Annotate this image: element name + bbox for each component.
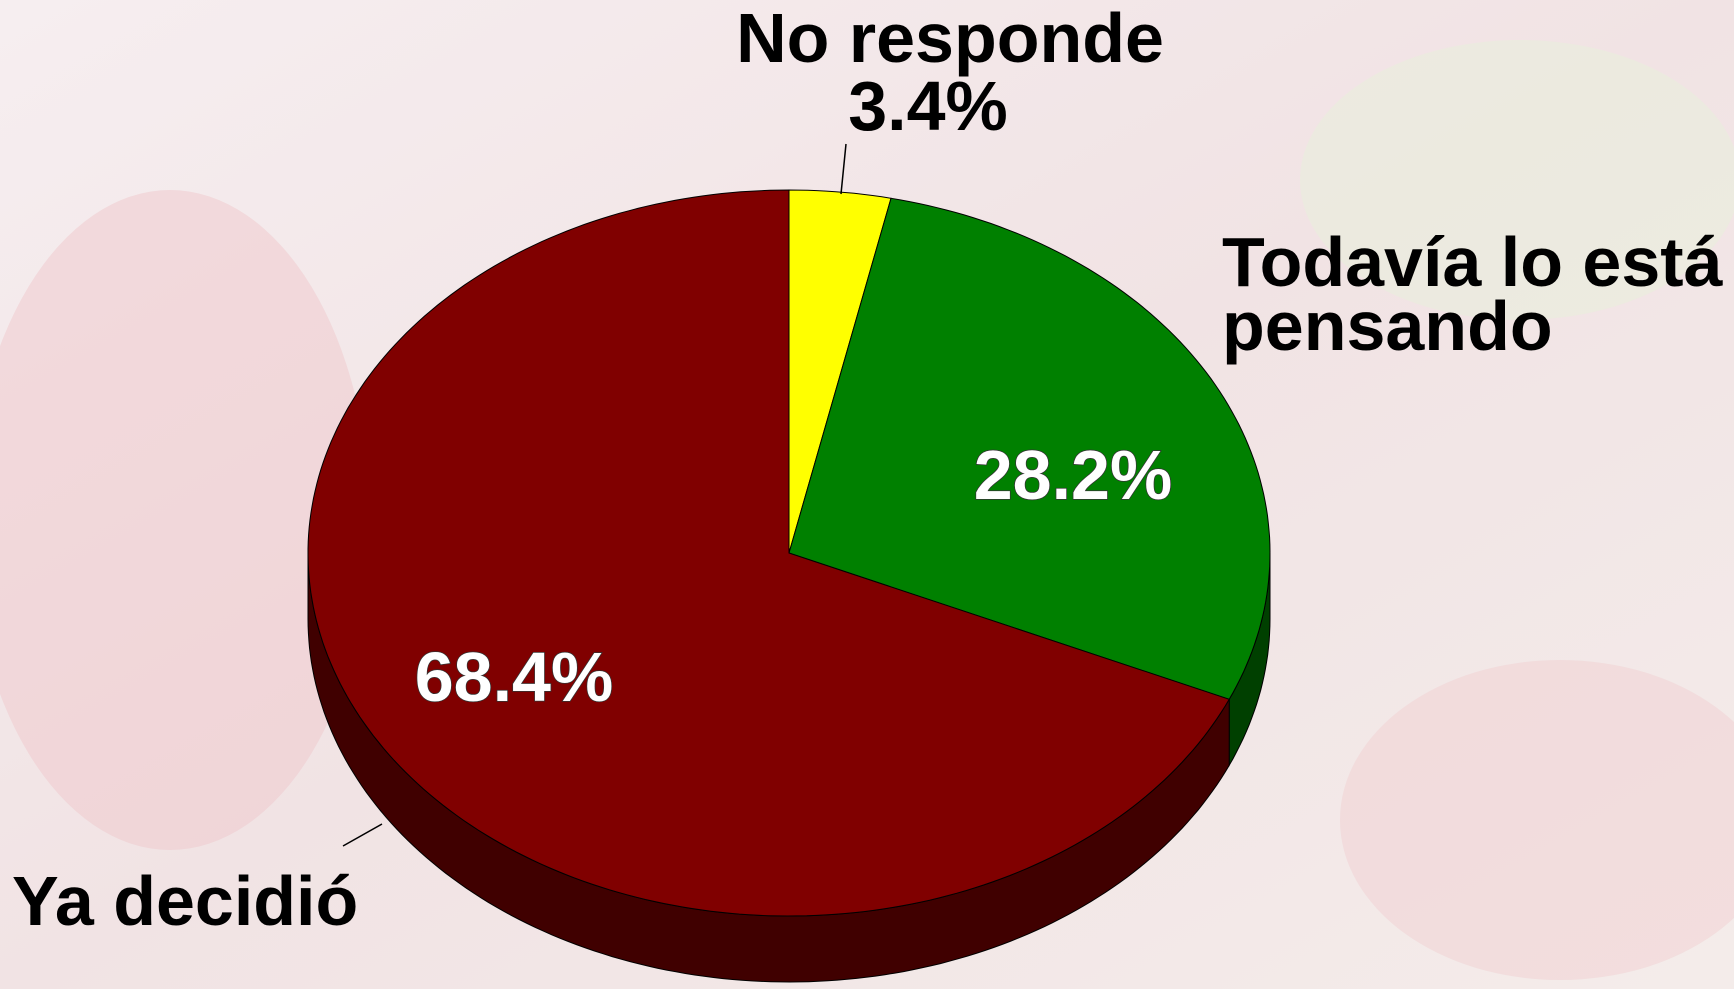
leader-line — [840, 143, 847, 195]
slice — [788, 189, 892, 554]
slice — [788, 197, 1271, 700]
slice-label: Ya decidió — [12, 862, 358, 940]
slice-value-label: 3.4% — [848, 67, 1008, 145]
slice-label: Todavía lo está pensando — [1222, 230, 1723, 365]
background-shape — [1300, 40, 1734, 320]
slice — [307, 189, 1230, 917]
background-shape — [1340, 660, 1734, 980]
background-shape — [0, 190, 370, 850]
slice-label: No responde — [736, 0, 1164, 77]
slice-label-box: Todavía lo está pensando — [1222, 230, 1723, 365]
pie — [307, 189, 1271, 983]
slice-value-label: 28.2% — [974, 436, 1172, 514]
slice-value-label: 68.4% — [415, 638, 613, 716]
leader-line — [342, 823, 383, 847]
